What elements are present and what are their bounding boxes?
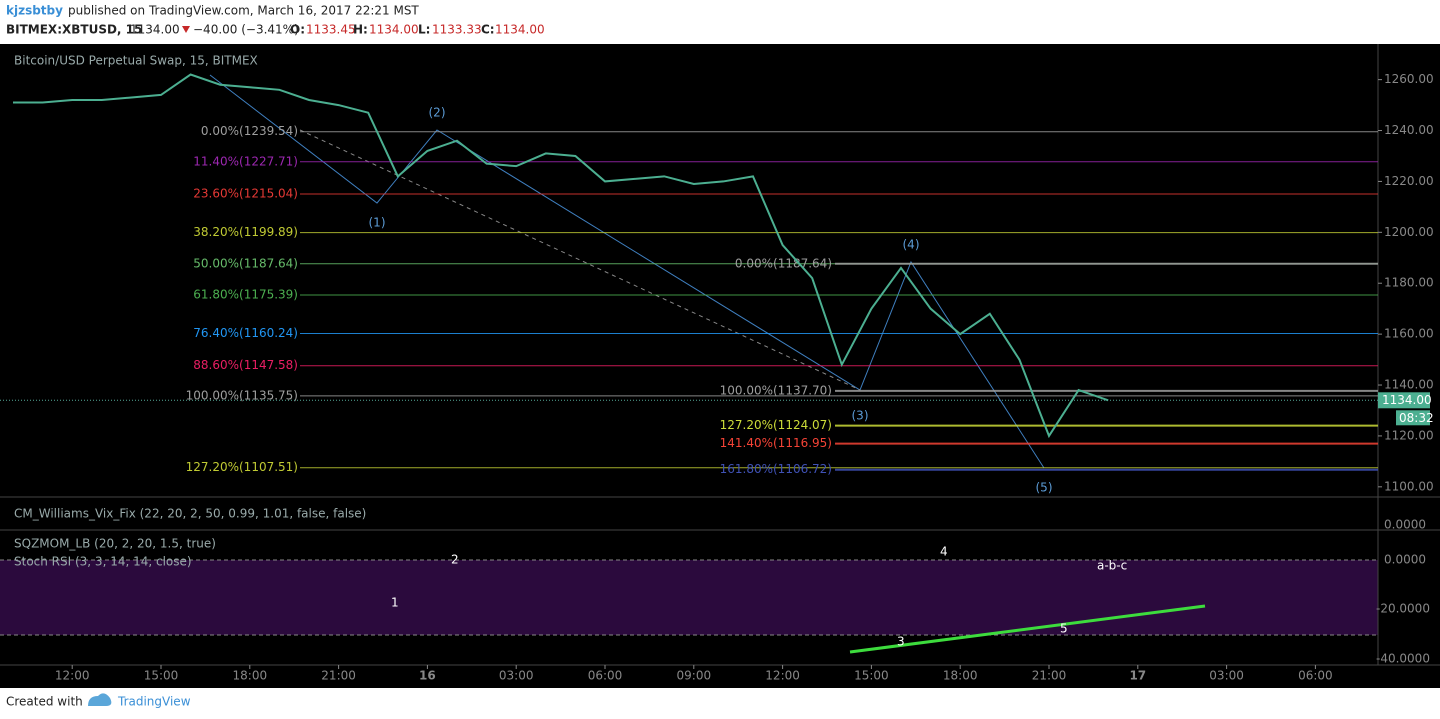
h-label: H: bbox=[353, 23, 368, 37]
fib-label: 100.00%(1137.70) bbox=[720, 383, 832, 397]
o-label: O: bbox=[290, 23, 305, 37]
fib-label: 141.40%(1116.95) bbox=[720, 436, 832, 450]
l-label: L: bbox=[418, 23, 430, 37]
x-tick-label: 15:00 bbox=[144, 669, 179, 683]
x-tick-label: 03:00 bbox=[499, 669, 534, 683]
x-tick-label: 21:00 bbox=[1032, 669, 1067, 683]
x-tick-label: 17 bbox=[1129, 669, 1146, 683]
fib-label: 127.20%(1107.51) bbox=[186, 460, 298, 474]
wave-label: 5 bbox=[1060, 622, 1068, 636]
c-label: C: bbox=[481, 23, 495, 37]
close: 1134.00 bbox=[130, 23, 180, 37]
down-arrow bbox=[182, 26, 190, 33]
y-tick-label: 1220.00 bbox=[1384, 174, 1434, 188]
brand[interactable]: TradingView bbox=[117, 695, 191, 709]
fib-label: 100.00%(1135.75) bbox=[186, 388, 298, 402]
fib-label: 76.40%(1160.24) bbox=[193, 326, 298, 340]
x-tick-label: 18:00 bbox=[233, 669, 268, 683]
fib-label: 23.60%(1215.04) bbox=[193, 187, 298, 201]
y-tick-label: 1260.00 bbox=[1384, 72, 1434, 86]
change: −40.00 (−3.41%) bbox=[193, 23, 299, 37]
y-tick-label: 1200.00 bbox=[1384, 225, 1434, 239]
x-tick-label: 06:00 bbox=[588, 669, 623, 683]
created-with: Created with bbox=[6, 695, 83, 709]
user[interactable]: kjzsbtby bbox=[6, 4, 63, 18]
low: 1133.33 bbox=[432, 23, 482, 37]
x-tick-label: 21:00 bbox=[321, 669, 356, 683]
fib-label: 11.40%(1227.71) bbox=[193, 154, 298, 168]
x-tick-label: 06:00 bbox=[1298, 669, 1333, 683]
high: 1134.00 bbox=[369, 23, 419, 37]
x-tick-label: 18:00 bbox=[943, 669, 978, 683]
logo bbox=[88, 693, 112, 706]
pane-axis-label: -40.0000 bbox=[1376, 652, 1430, 666]
fib-label: 61.80%(1175.39) bbox=[193, 287, 298, 301]
stoch-band bbox=[0, 560, 1378, 635]
wave-label: (5) bbox=[1036, 481, 1053, 495]
wave-label: 3 bbox=[897, 635, 905, 649]
wave-path bbox=[209, 74, 1045, 469]
y-tick-label: 1100.00 bbox=[1384, 479, 1434, 493]
wave-label: 4 bbox=[940, 545, 948, 559]
fib-label: 0.00%(1239.54) bbox=[201, 124, 298, 138]
fib-label: 161.80%(1106.72) bbox=[720, 462, 832, 476]
x-tick-label: 09:00 bbox=[677, 669, 712, 683]
x-tick-label: 16 bbox=[419, 669, 436, 683]
fib-label: 38.20%(1199.89) bbox=[193, 225, 298, 239]
trend-line bbox=[849, 604, 1206, 654]
indicator-label: Stoch RSI (3, 3, 14, 14, close) bbox=[14, 555, 192, 569]
pane-axis-label: -20.0000 bbox=[1376, 602, 1430, 616]
x-tick-label: 15:00 bbox=[854, 669, 889, 683]
fib-label: 88.60%(1147.58) bbox=[193, 358, 298, 372]
fib-label: 0.00%(1187.64) bbox=[735, 256, 832, 270]
wave-label: a-b-c bbox=[1097, 559, 1127, 573]
y-tick-label: 1180.00 bbox=[1384, 276, 1434, 290]
symbol: BITMEX:XBTUSD, 15 bbox=[6, 23, 142, 37]
indicator-label: CM_Williams_Vix_Fix (22, 20, 2, 50, 0.99… bbox=[14, 507, 366, 521]
wave-label: (1) bbox=[369, 216, 386, 230]
y-tick-label: 1120.00 bbox=[1384, 428, 1434, 442]
fib-label: 127.20%(1124.07) bbox=[720, 418, 832, 432]
published: published on TradingView.com, March 16, … bbox=[68, 4, 419, 18]
price-line bbox=[13, 73, 1109, 439]
indicator-label: SQZMOM_LB (20, 2, 20, 1.5, true) bbox=[14, 537, 216, 551]
x-tick-label: 03:00 bbox=[1209, 669, 1244, 683]
y-tick-label: 1240.00 bbox=[1384, 123, 1434, 137]
trend-dashed bbox=[299, 129, 861, 391]
y-tick-label: 1160.00 bbox=[1384, 327, 1434, 341]
wave-label: 2 bbox=[451, 553, 459, 567]
wave-label: (3) bbox=[852, 409, 869, 423]
y-tick-label: 1140.00 bbox=[1384, 378, 1434, 392]
wave-label: (4) bbox=[903, 238, 920, 252]
plot: 1100.00 1120.00 1140.00 1160.00 1180.00 1200.… bbox=[0, 72, 1434, 683]
pane-axis-label: 0.0000 bbox=[1384, 553, 1426, 567]
countdown-tag bbox=[1396, 410, 1430, 426]
wave-label: 1 bbox=[391, 596, 399, 610]
wave-label: (2) bbox=[429, 106, 446, 120]
pane-axis-label: 0.0000 bbox=[1384, 518, 1426, 532]
price-tag bbox=[1378, 392, 1430, 409]
countdown: 08:32 bbox=[1399, 411, 1434, 425]
open: 1133.45 bbox=[306, 23, 356, 37]
close-value: 1134.00 bbox=[495, 23, 545, 37]
price-tag-label: 1134.00 bbox=[1382, 393, 1432, 407]
chart-title: Bitcoin/USD Perpetual Swap, 15, BITMEX bbox=[14, 54, 258, 68]
x-tick-label: 12:00 bbox=[765, 669, 800, 683]
x-tick-label: 12:00 bbox=[55, 669, 90, 683]
fib-label: 50.00%(1187.64) bbox=[193, 256, 298, 270]
